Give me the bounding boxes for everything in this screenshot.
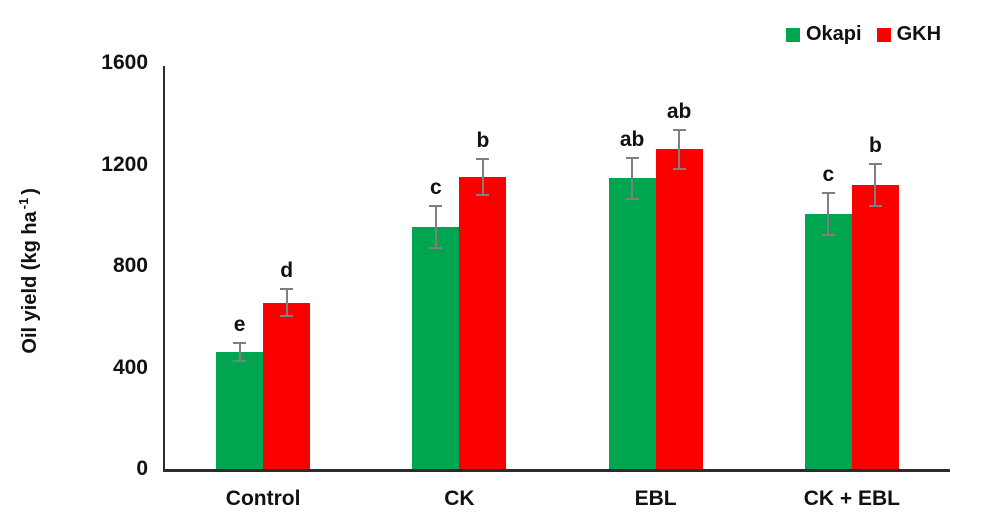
- y-tick-label-1200: 1200: [101, 152, 148, 176]
- legend-entry-okapi: Okapi: [786, 23, 862, 46]
- sig-letter-gkh-ck: b: [476, 129, 490, 153]
- error-bar-okapi-ck: [434, 204, 437, 249]
- y-tick-label-0: 0: [136, 457, 148, 480]
- error-bar-gkh-ebl: [678, 128, 681, 170]
- error-bar-cap-top: [429, 204, 443, 207]
- y-tick-label-400: 400: [112, 355, 148, 379]
- x-axis-line: [163, 469, 950, 472]
- legend-entry-gkh: GKH: [876, 23, 942, 46]
- sig-letter-gkh-ebl: ab: [666, 99, 692, 123]
- error-bar-gkh-control: [285, 288, 288, 318]
- sig-letter-gkh-control: d: [280, 259, 294, 283]
- error-bar-okapi-ebl: [631, 156, 634, 200]
- x-category-label-ck-ebl: CK + EBL: [803, 487, 900, 510]
- y-tick-label-1600: 1600: [101, 51, 148, 74]
- sig-letter-okapi-ck-ebl: c: [822, 163, 835, 187]
- x-category-label-control: Control: [225, 487, 301, 510]
- y-axis-line: [163, 66, 165, 470]
- x-category-label-ck: CK: [444, 487, 475, 510]
- error-bar-cap-top: [821, 192, 835, 195]
- error-bar-cap-top: [672, 128, 686, 131]
- error-bar-cap-top: [476, 158, 490, 161]
- error-bar-cap-bottom: [821, 233, 835, 236]
- error-bar-cap-bottom: [868, 204, 882, 207]
- legend: Okapi GKH: [786, 23, 941, 46]
- y-axis-title-main: Oil yield (kg ha: [18, 211, 41, 354]
- error-bar-cap-bottom: [476, 194, 490, 197]
- y-axis-title: Oil yield (kg ha-1): [16, 130, 42, 412]
- error-bar-cap-top: [280, 288, 294, 291]
- error-bar-okapi-control: [238, 342, 241, 363]
- y-tick-label-800: 800: [112, 254, 148, 277]
- bar-okapi-ebl: [608, 178, 656, 469]
- bar-gkh-ck: [459, 177, 507, 469]
- bar-okapi-ck: [412, 226, 460, 469]
- error-bar-okapi-ck-ebl: [827, 192, 830, 236]
- error-bar-gkh-ck: [481, 158, 484, 197]
- bar-gkh-control: [263, 302, 311, 469]
- bar-gkh-ebl: [655, 149, 703, 469]
- error-bar-cap-top: [233, 342, 247, 345]
- legend-label-okapi: Okapi: [806, 23, 862, 45]
- error-bar-cap-bottom: [280, 315, 294, 318]
- bar-okapi-ck-ebl: [804, 213, 852, 469]
- bar-gkh-ck-ebl: [851, 184, 899, 469]
- sig-letter-okapi-ebl: ab: [619, 127, 645, 151]
- gkh-swatch-icon: [876, 27, 891, 42]
- error-bar-cap-bottom: [672, 167, 686, 170]
- error-bar-gkh-ck-ebl: [874, 162, 877, 207]
- bar-okapi-control: [216, 352, 264, 469]
- legend-label-gkh: GKH: [896, 23, 942, 45]
- sig-letter-gkh-ck-ebl: b: [868, 133, 882, 157]
- okapi-swatch-icon: [786, 27, 800, 42]
- error-bar-cap-bottom: [429, 246, 443, 249]
- x-category-label-ebl: EBL: [634, 487, 677, 510]
- y-axis-title-close: ): [18, 188, 41, 195]
- error-bar-cap-bottom: [233, 360, 247, 363]
- error-bar-cap-bottom: [625, 198, 639, 201]
- sig-letter-okapi-ck: c: [430, 175, 442, 199]
- error-bar-cap-top: [868, 162, 882, 165]
- sig-letter-okapi-control: e: [233, 313, 246, 337]
- y-axis-title-superscript: -1: [16, 197, 32, 210]
- error-bar-cap-top: [625, 156, 639, 159]
